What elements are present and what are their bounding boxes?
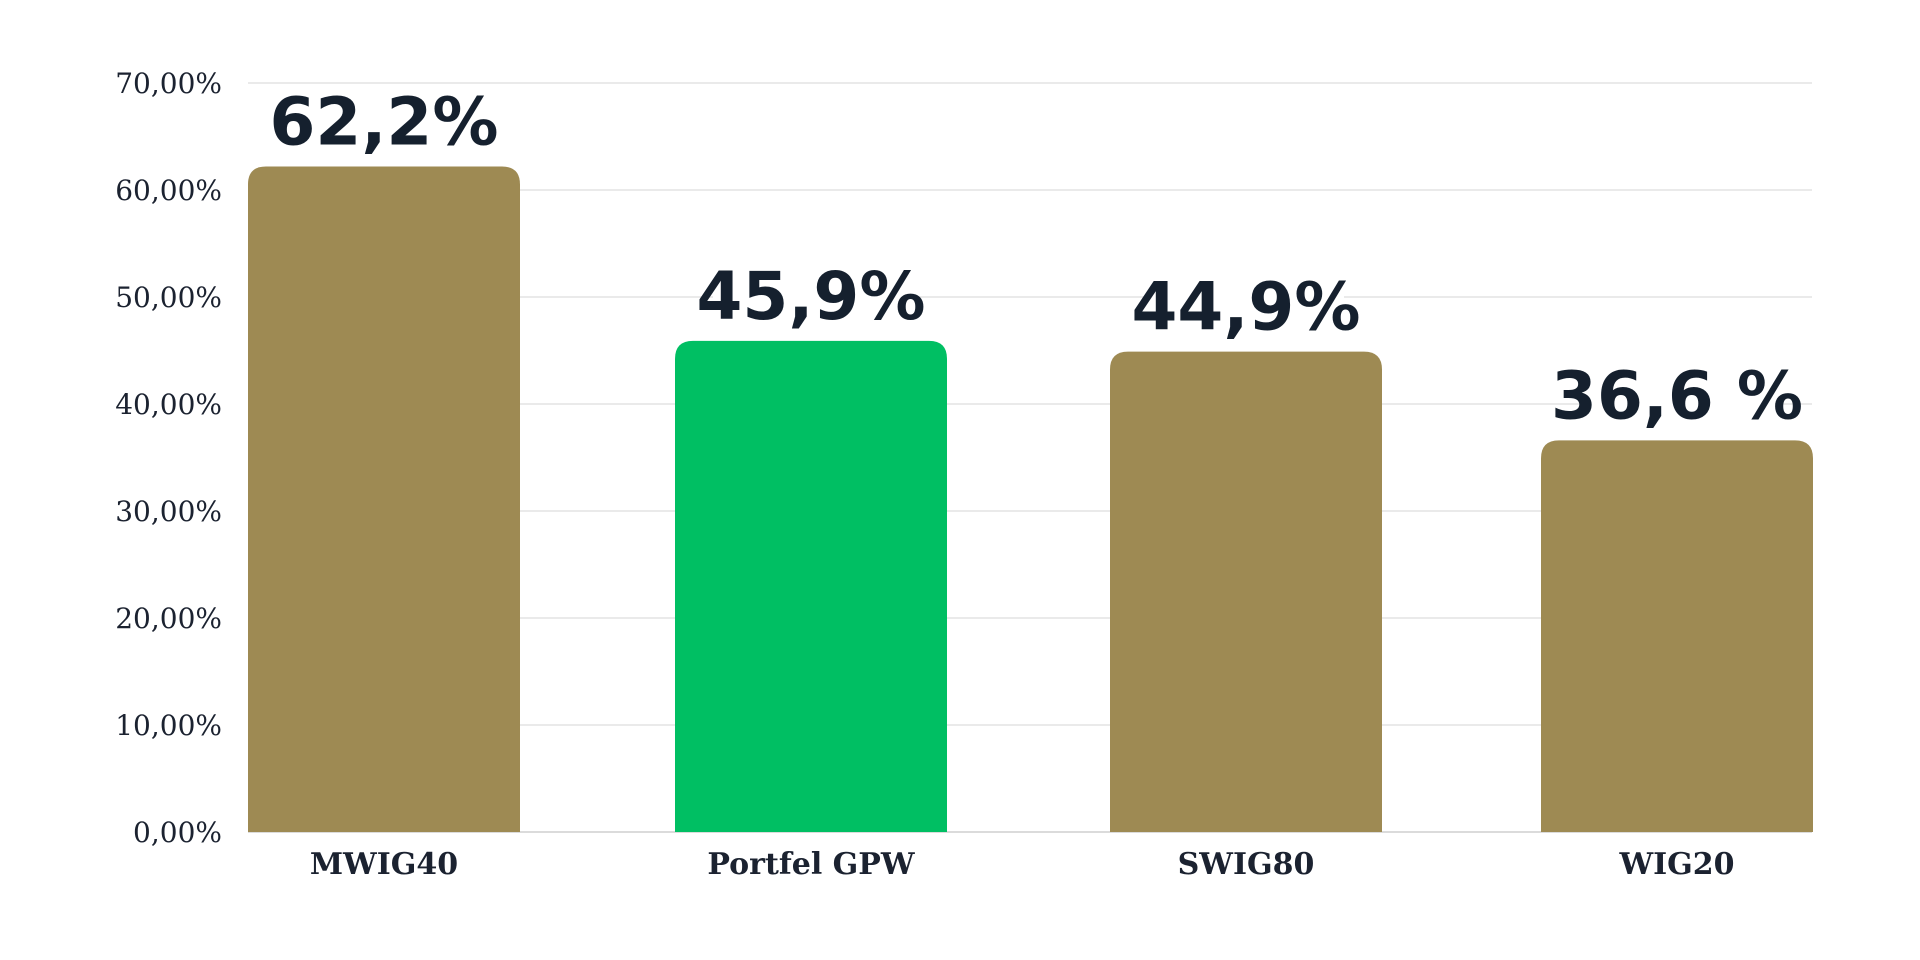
category-label: SWIG80 [1178, 847, 1315, 882]
value-label-background [286, 86, 482, 159]
bar-wig20 [1541, 440, 1813, 832]
value-label: 62,2% [270, 83, 499, 160]
y-tick-label: 10,00% [115, 709, 222, 742]
y-tick-label: 60,00% [115, 174, 222, 207]
y-tick-label: 70,00% [115, 67, 222, 100]
y-axis-tick-labels: 0,00% 10,00% 20,00% 30,00% 40,00% 50,00% 60,00… [115, 67, 222, 849]
bars [248, 166, 1813, 832]
category-labels: MWIG40 Portfel GPW SWIG80 WIG20 [310, 847, 1735, 882]
category-label: MWIG40 [310, 847, 458, 882]
bar-swig80 [1110, 351, 1382, 832]
value-label-background [1148, 271, 1344, 344]
bar-mwig40 [248, 166, 520, 832]
value-labels: 62,2% 45,9% 44,9% 36,6 % [270, 83, 1803, 434]
y-tick-label: 30,00% [115, 495, 222, 528]
bar-portfel-gpw [675, 340, 947, 832]
value-label-background [1579, 360, 1775, 433]
y-tick-label: 40,00% [115, 388, 222, 421]
y-tick-label: 50,00% [115, 281, 222, 314]
value-label: 45,9% [697, 258, 926, 335]
value-label: 44,9% [1132, 269, 1361, 346]
category-label: Portfel GPW [707, 847, 915, 882]
category-label: WIG20 [1618, 847, 1734, 882]
value-label: 36,6 % [1551, 357, 1803, 434]
y-tick-label: 0,00% [133, 816, 222, 849]
value-label-background [713, 260, 909, 333]
y-tick-label: 20,00% [115, 602, 222, 635]
